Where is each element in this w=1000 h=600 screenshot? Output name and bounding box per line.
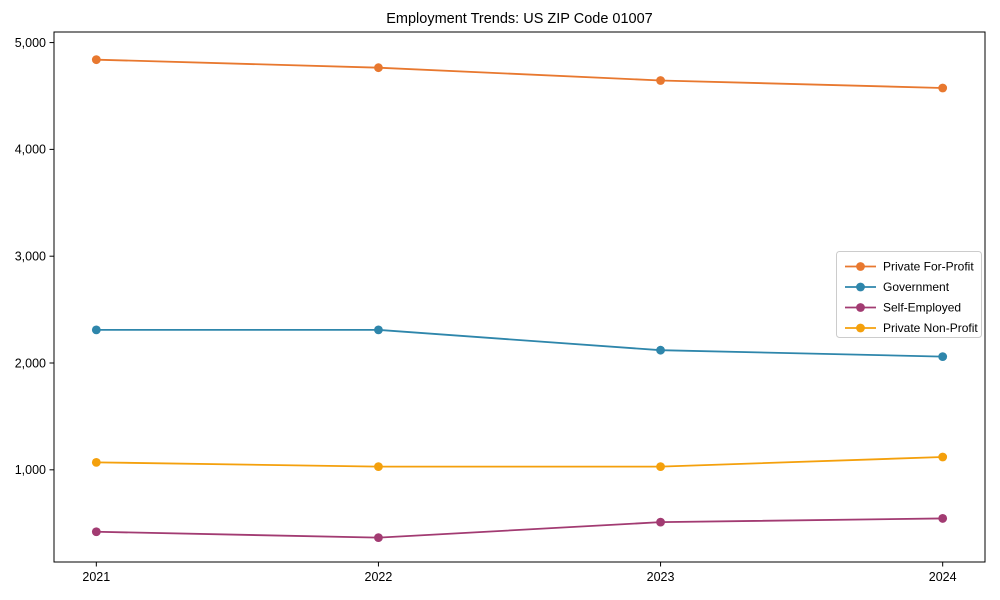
- data-point-government: [656, 345, 665, 355]
- y-tick-label: 5,000: [15, 36, 46, 50]
- x-tick-label: 2023: [647, 570, 675, 584]
- plot-area: 1,000 2,000 3,000 4,000 5,000 2021 2022 2023 202…: [15, 31, 986, 584]
- x-tick-label: 2021: [82, 570, 110, 584]
- x-tick-label: 2024: [929, 570, 957, 584]
- data-point-government: [91, 325, 101, 335]
- series-line-private-non-profit: [95, 456, 944, 468]
- x-tick-label: 2022: [365, 570, 393, 584]
- chart-title: Employment Trends: US ZIP Code 01007: [386, 11, 653, 27]
- legend-item-label: Self-Employed: [883, 301, 961, 315]
- y-tick-label: 4,000: [15, 143, 46, 157]
- legend-item-label: Private Non-Profit: [883, 321, 978, 335]
- legend-swatch-marker: [856, 323, 865, 333]
- legend-item-label: Private For-Profit: [883, 260, 974, 274]
- data-point-private-non-profit: [938, 452, 948, 462]
- data-point-private-non-profit: [656, 462, 665, 472]
- plot-spines: [53, 31, 986, 563]
- legend-swatch-marker: [856, 282, 865, 292]
- legend-swatch-marker: [856, 303, 865, 312]
- data-point-government: [374, 325, 383, 335]
- y-tick-label: 2,000: [15, 356, 46, 370]
- data-point-self-employed: [91, 527, 101, 537]
- legend-item-label: Government: [883, 280, 950, 294]
- data-point-self-employed: [656, 517, 665, 527]
- data-point-self-employed: [374, 533, 383, 543]
- y-tick-label: 1,000: [15, 463, 46, 477]
- data-point-private-for-profit: [374, 63, 383, 73]
- data-point-private-non-profit: [91, 457, 101, 467]
- data-point-private-non-profit: [374, 462, 383, 472]
- data-point-private-for-profit: [938, 83, 948, 93]
- data-point-private-for-profit: [656, 76, 665, 85]
- series-line-government: [95, 328, 944, 358]
- data-point-government: [938, 352, 948, 362]
- y-tick-label: 3,000: [15, 249, 46, 263]
- series-line-self-employed: [95, 517, 944, 539]
- data-point-private-for-profit: [91, 55, 101, 65]
- data-point-self-employed: [938, 514, 948, 523]
- legend: [836, 251, 982, 338]
- series-line-private-for-profit: [95, 58, 944, 89]
- legend-swatch-marker: [856, 262, 865, 271]
